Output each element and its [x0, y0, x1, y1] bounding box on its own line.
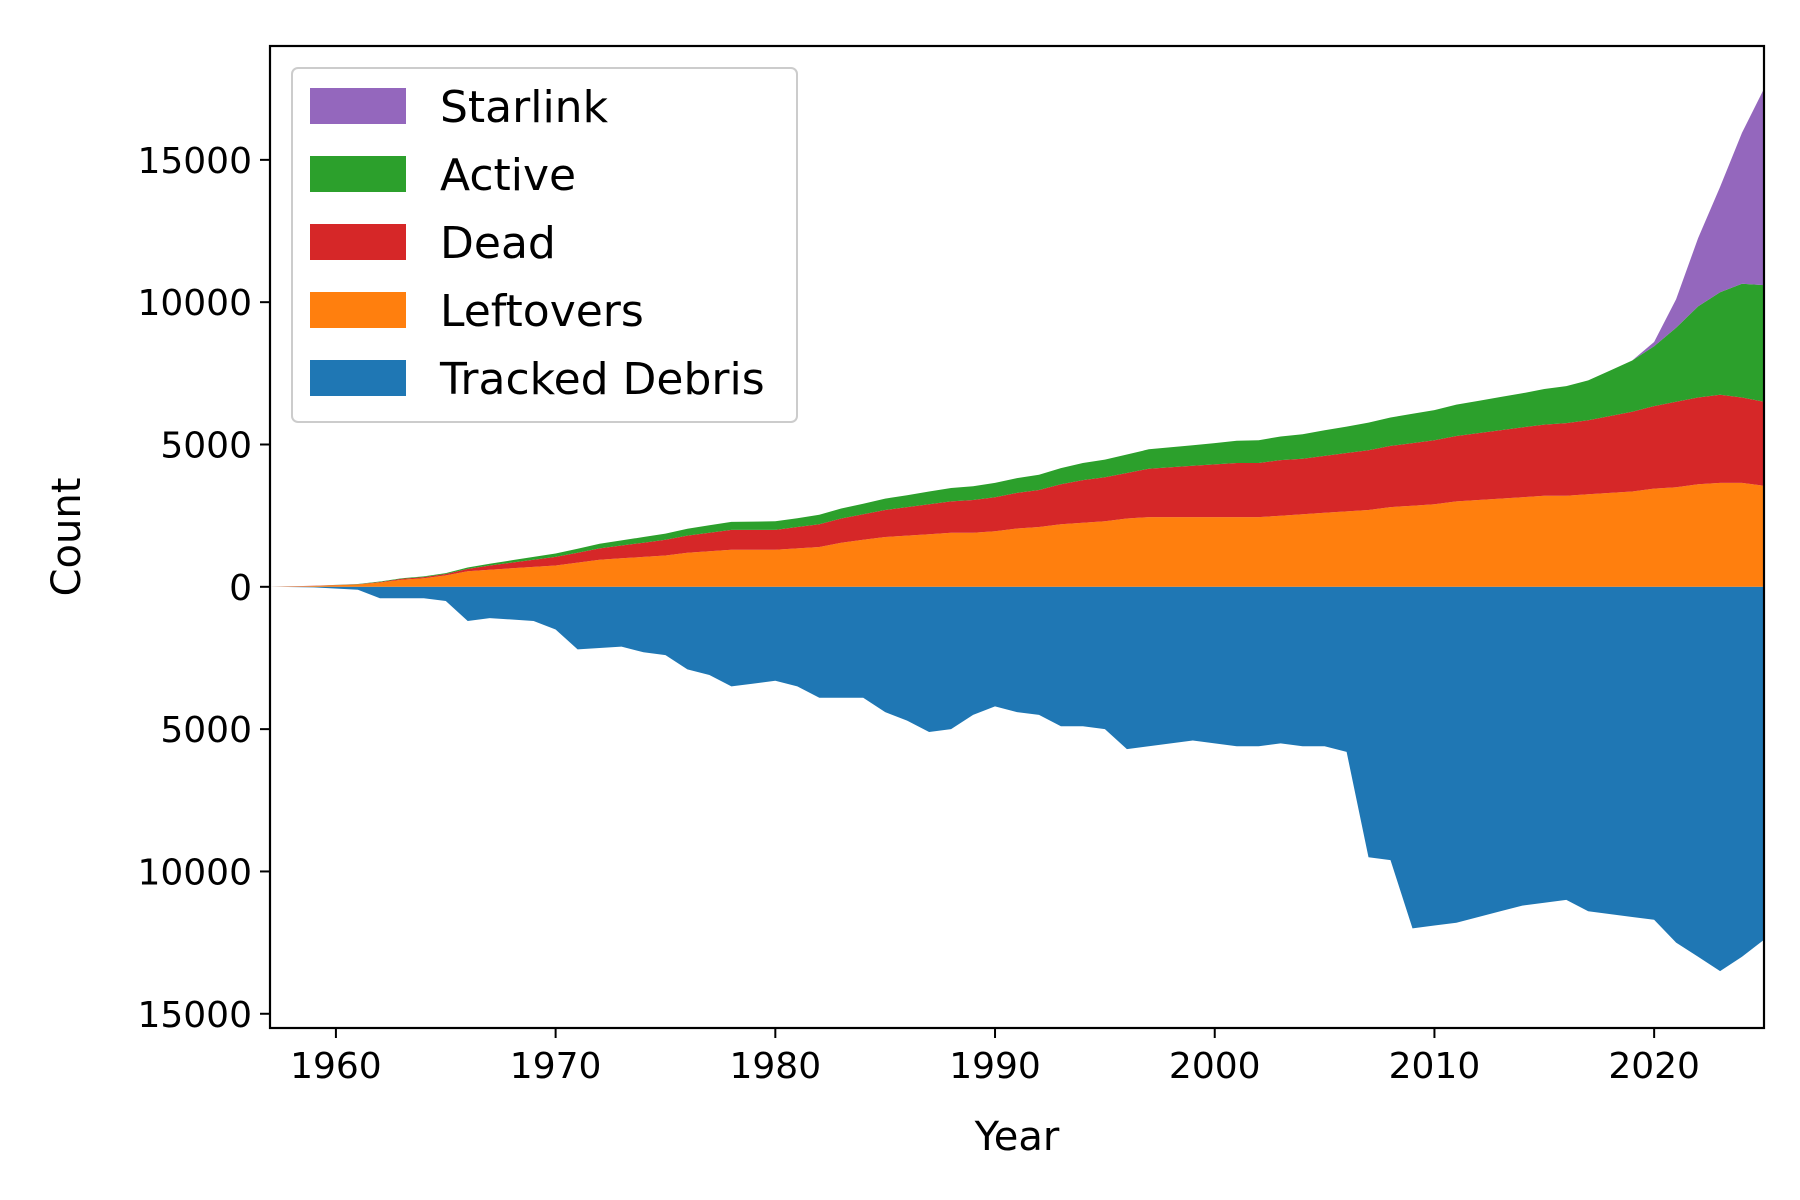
legend-swatch-leftovers [310, 292, 406, 328]
legend-label-active: Active [440, 150, 576, 201]
x-tick-label: 1970 [510, 1046, 602, 1087]
x-tick-label: 1960 [290, 1046, 382, 1087]
y-tick-label: 10000 [137, 852, 252, 893]
x-tick-label: 2000 [1169, 1046, 1261, 1087]
y-tick-label: 5000 [160, 710, 252, 751]
legend-swatch-tracked-debris [310, 360, 406, 396]
y-tick-label: 5000 [160, 425, 252, 466]
legend-swatch-active [310, 156, 406, 192]
y-tick-label: 15000 [137, 141, 252, 182]
legend-frame [291, 67, 798, 423]
x-tick-label: 2010 [1389, 1046, 1481, 1087]
x-tick-label: 1980 [730, 1046, 822, 1087]
area-tracked-debris [270, 586, 1764, 972]
y-tick-label: 0 [229, 568, 252, 609]
legend-swatch-starlink [310, 88, 406, 124]
x-axis: 1960 1970 1980 1990 2000 2010 2020 [290, 1028, 1700, 1087]
x-axis-title: Year [974, 1114, 1060, 1160]
y-axis: 15000 10000 5000 0 5000 10000 15000 [137, 141, 270, 1036]
legend-label-leftovers: Leftovers [440, 286, 644, 337]
legend-label-starlink: Starlink [440, 82, 609, 133]
legend-swatch-dead [310, 224, 406, 260]
x-tick-label: 1990 [949, 1046, 1041, 1087]
area-leftovers [270, 482, 1764, 587]
x-tick-label: 2020 [1608, 1046, 1700, 1087]
area-dead [270, 394, 1764, 587]
plot-frame [268, 44, 1766, 1030]
y-axis-title: Count [44, 478, 90, 597]
legend-label-tracked-debris: Tracked Debris [439, 354, 765, 405]
y-tick-label: 10000 [137, 283, 252, 324]
legend: Starlink Active Dead Leftovers Tracked Debri… [291, 67, 798, 423]
y-tick-label: 15000 [137, 995, 252, 1036]
legend-label-dead: Dead [440, 218, 556, 269]
area-layers [270, 88, 1764, 972]
